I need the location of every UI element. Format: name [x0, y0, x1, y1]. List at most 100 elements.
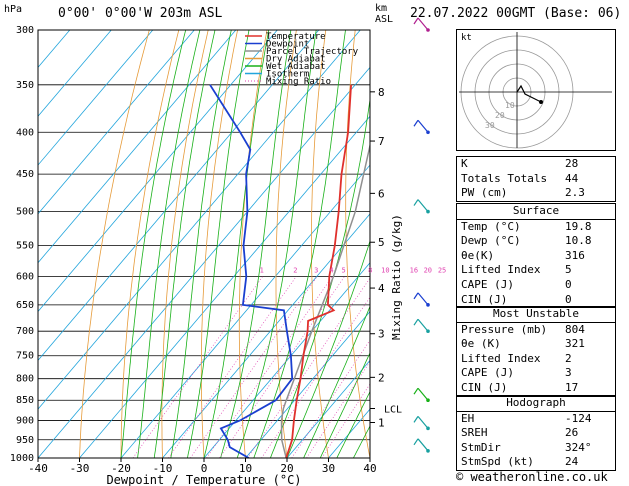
k-index-row: K 28	[461, 157, 579, 170]
pressure-tick-label: 850	[16, 395, 34, 406]
totals-row: Totals Totals 44	[461, 171, 579, 185]
dry-adiabat-line	[238, 30, 268, 458]
wind-barb-point	[426, 209, 430, 214]
mixing-ratio-axis-label: Mixing Ratio (g/kg)	[390, 214, 403, 340]
hodograph-table: Hodograph EH -124 SREH 26 StmDir 324° StmSpd (…	[456, 395, 616, 471]
hodograph-unit-label: kt	[461, 33, 472, 43]
km-tick-label: 3	[378, 328, 385, 341]
dry-adiabat-line	[120, 30, 180, 458]
hodo-row: StmDir 324°	[461, 440, 592, 454]
surface-row: CIN (J) 0	[461, 292, 572, 306]
lcl-label: LCL	[384, 404, 402, 415]
hodograph-trace	[516, 84, 542, 103]
wind-barb	[413, 387, 419, 395]
pressure-tick-label: 550	[16, 240, 34, 251]
copyright-footer: © weatheronline.co.uk	[456, 470, 608, 484]
temp-tick-label: 30	[322, 462, 335, 475]
temp-tick-label: 10	[239, 462, 252, 475]
surface-row: Dewp (°C) 10.8	[461, 234, 592, 248]
mixing-ratio-label: 3	[314, 266, 318, 274]
pressure-tick-label: 650	[16, 300, 34, 311]
wet-adiabat-line	[336, 390, 370, 458]
wet-adiabat-line	[319, 352, 370, 458]
wind-barb	[417, 387, 429, 401]
pressure-tick-label: 600	[16, 271, 34, 282]
mixing-ratio-label: 1	[260, 266, 264, 274]
isotherm-line	[38, 30, 320, 361]
dry-adiabat-line	[275, 30, 297, 458]
dry-adiabat-line	[200, 30, 238, 458]
hodograph-ring-label: 10	[505, 101, 515, 110]
temp-tick-label: -40	[28, 462, 48, 475]
isotherm-line	[38, 30, 237, 264]
wet-adiabat-line	[253, 30, 346, 458]
wind-barb	[417, 438, 429, 452]
legend-entry: Dewpoint	[266, 40, 309, 50]
mixing-ratio-line	[219, 276, 345, 458]
legend-entry: Isotherm	[266, 70, 309, 80]
dry-adiabat-line	[79, 30, 150, 458]
plot-frame	[37, 29, 371, 459]
wind-barb	[413, 438, 419, 446]
isotherm-line	[286, 359, 370, 458]
mu-row: Pressure (mb) 804	[457, 321, 615, 338]
mu-row: θe (K) 321	[461, 337, 585, 351]
wind-barb	[413, 119, 419, 127]
mixing-ratio-label: 8	[368, 266, 372, 274]
date-header: 22.07.2022 00GMT (Base: 06)	[410, 6, 622, 21]
hodograph-title: Hodograph	[506, 396, 566, 409]
parcel-trajectory-line	[280, 142, 370, 458]
wind-barb-point	[426, 426, 430, 431]
pressure-tick-label: 900	[16, 416, 34, 427]
legend-entry: Temperature	[266, 32, 326, 42]
wind-barb	[413, 292, 419, 300]
surface-row: Temp (°C) 19.8	[457, 218, 615, 235]
legend-entry: Dry Adiabat	[266, 55, 326, 65]
pressure-tick-label: 700	[16, 326, 34, 337]
mu-row: Lifted Index 2	[461, 351, 572, 365]
legend-entry: Parcel Trajectory	[266, 47, 359, 57]
isotherm-line	[245, 310, 370, 458]
surface-row: θe(K) 316	[461, 248, 585, 262]
legend-entry: Mixing Ratio	[266, 77, 331, 87]
mixing-ratio-line	[321, 383, 370, 458]
km-tick-label: 5	[378, 236, 385, 249]
legend-entry: Wet Adiabat	[266, 62, 326, 72]
temperature-line	[285, 84, 352, 458]
wind-barb-point	[426, 398, 430, 403]
mixing-ratio-line	[132, 276, 263, 458]
pressure-tick-label: 400	[16, 127, 34, 138]
mu-row: CIN (J) 17	[461, 380, 579, 394]
wind-barb	[413, 199, 419, 206]
wet-adiabat-line	[220, 30, 292, 458]
km-tick-label: 8	[378, 86, 385, 99]
wet-adiabat-line	[270, 96, 370, 458]
isotherm-line	[203, 262, 370, 458]
hodo-row: SREH 26	[461, 426, 579, 440]
wet-adiabat-line	[303, 305, 370, 458]
wet-adiabat-line	[286, 239, 370, 458]
most-unstable-table: Most Unstable Pressure (mb) 804 θe (K) 321 L…	[456, 306, 616, 397]
pressure-tick-label: 450	[16, 169, 34, 180]
wind-barb-point	[426, 130, 430, 135]
pressure-tick-label: 750	[16, 351, 34, 362]
isotherm-line	[38, 30, 278, 313]
surface-row: CAPE (J) 0	[461, 277, 572, 291]
wind-barb	[413, 318, 419, 326]
pressure-tick-label: 950	[16, 435, 34, 446]
hodograph-ring-label: 30	[485, 121, 495, 130]
wet-adiabat-line	[153, 30, 216, 458]
mixing-ratio-label: 20	[424, 266, 432, 274]
temp-tick-label: -10	[153, 462, 173, 475]
dewpoint-line	[209, 84, 294, 458]
pressure-tick-label: 300	[16, 25, 34, 36]
wind-barb-point	[426, 28, 430, 32]
dry-adiabat-line	[411, 30, 453, 458]
temp-tick-label: 40	[363, 462, 376, 475]
mixing-ratio-line	[190, 276, 318, 458]
hodo-row: EH -124	[457, 410, 615, 427]
mixing-ratio-label: 16	[410, 266, 418, 274]
wet-adiabat-line	[187, 30, 250, 458]
location-header: 0°00' 0°00'W 203m ASL	[58, 6, 223, 21]
